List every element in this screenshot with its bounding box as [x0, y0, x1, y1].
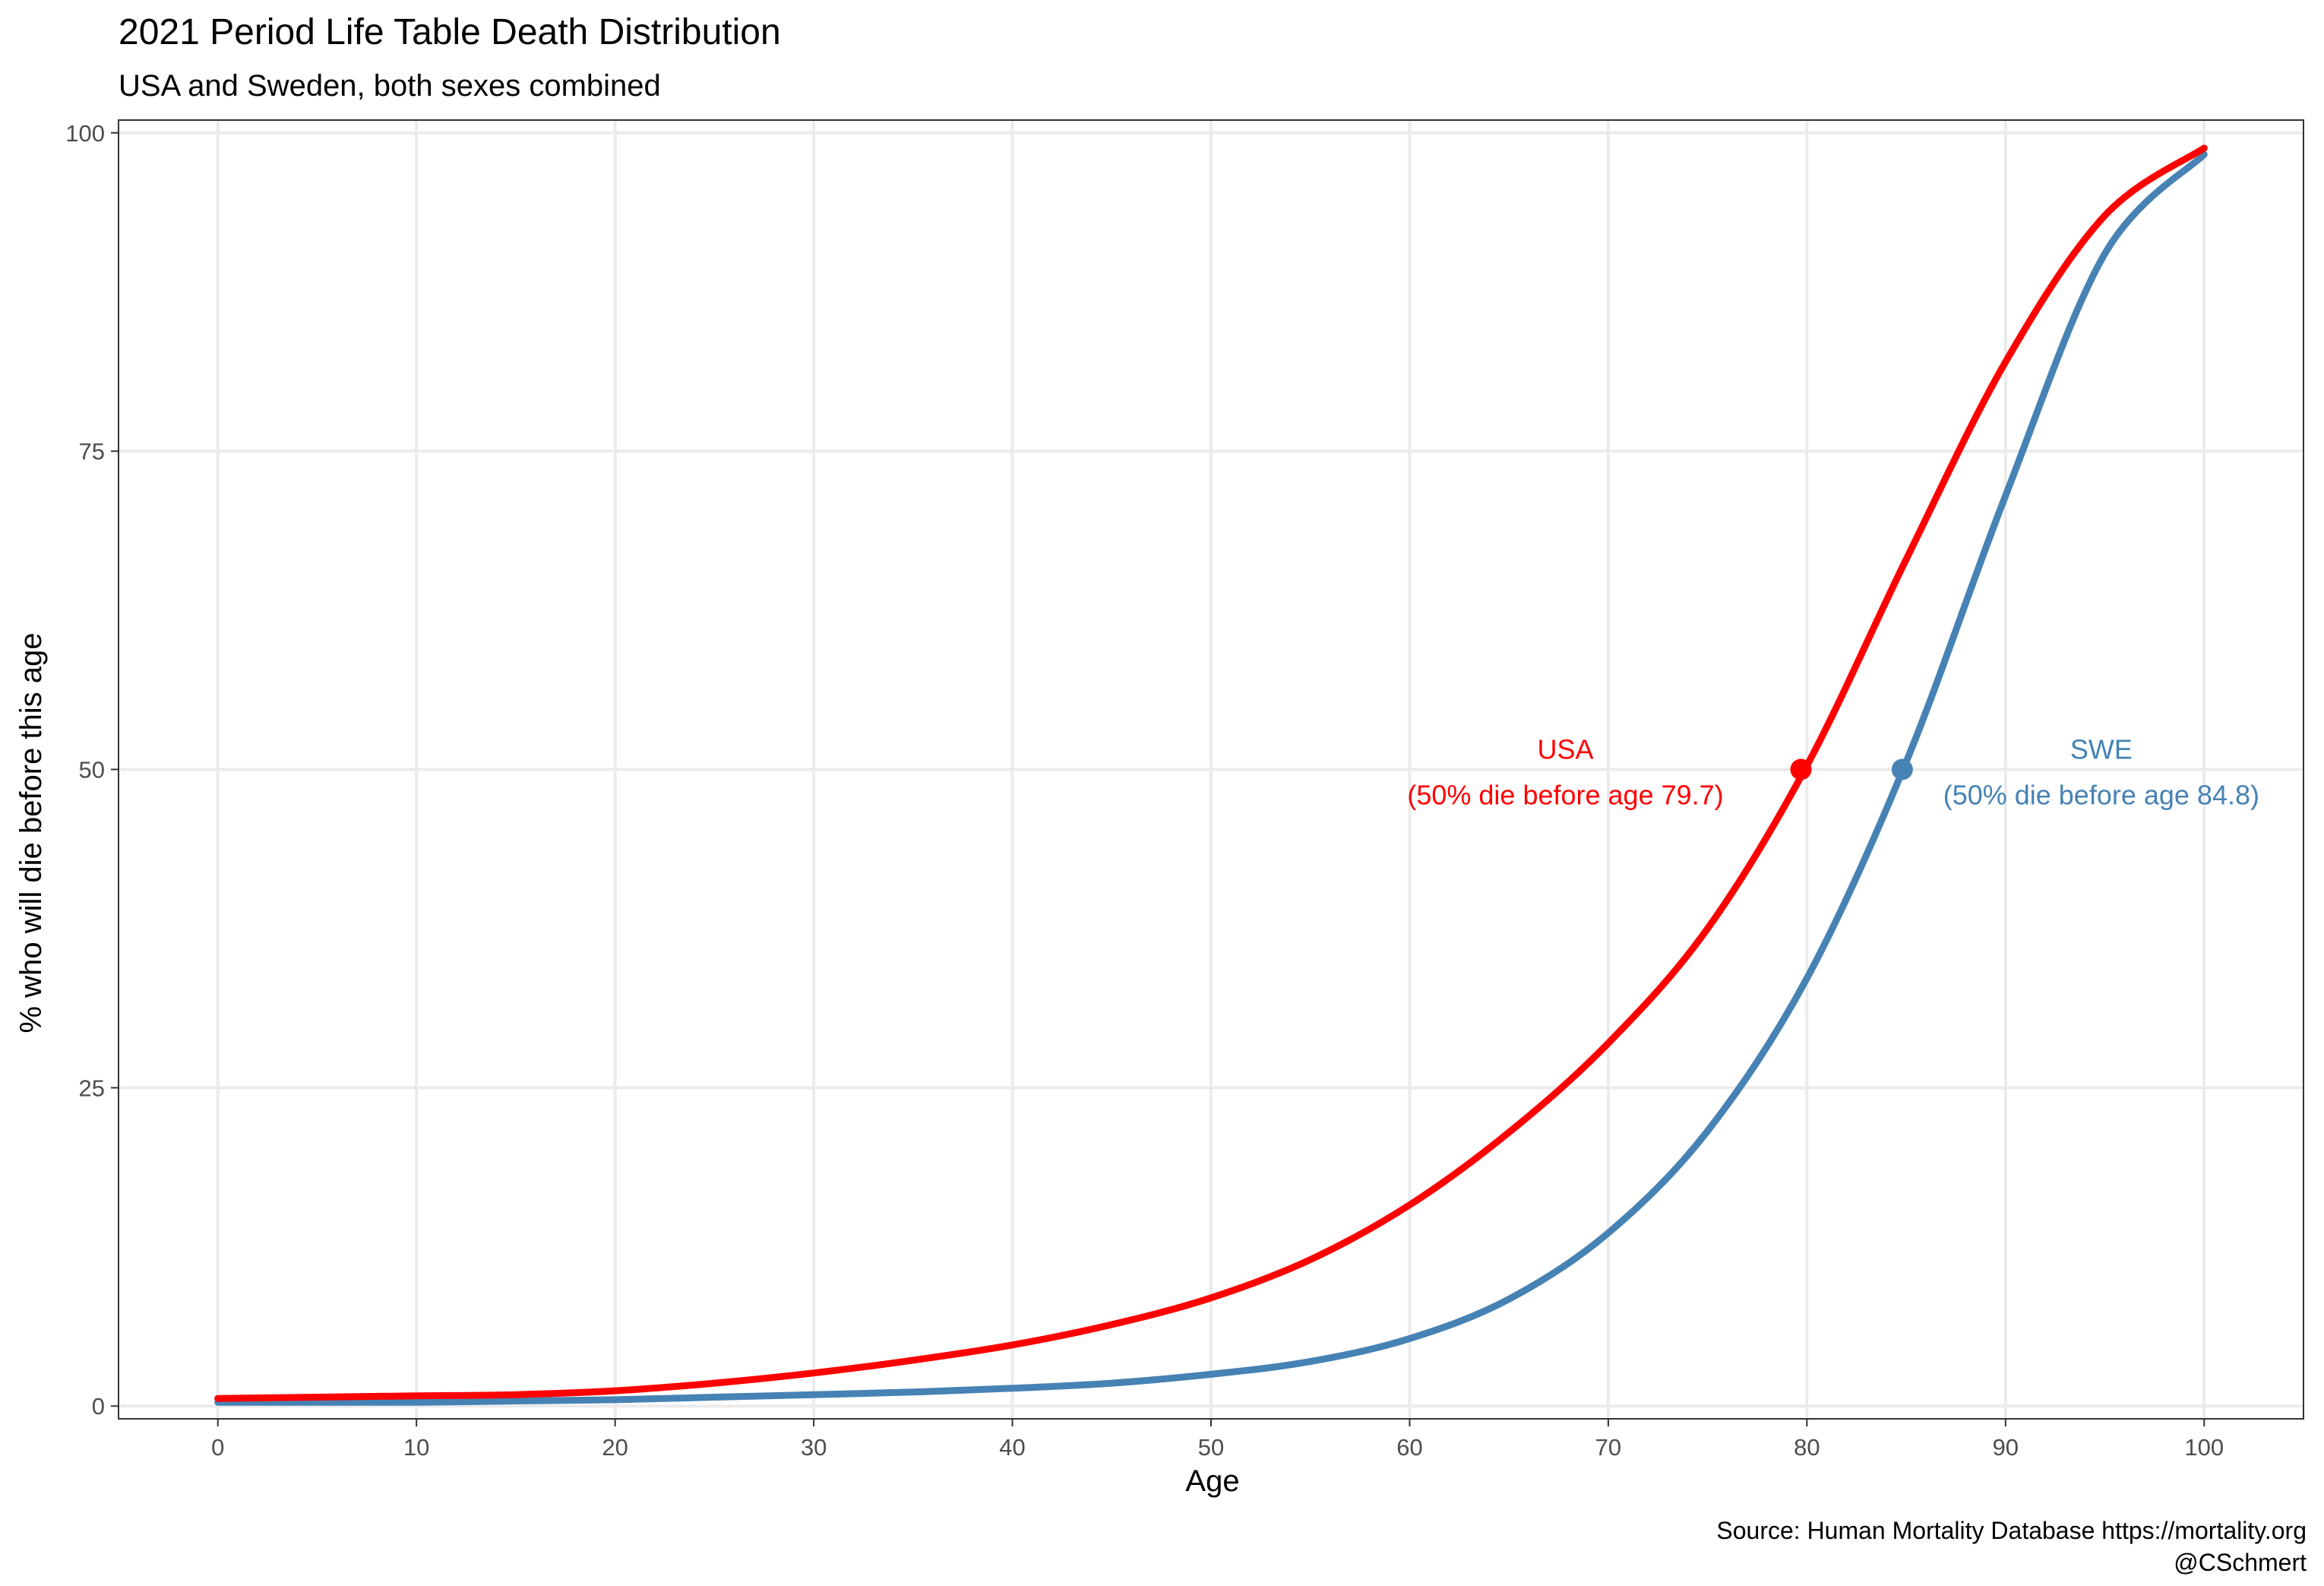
series-lines: [214, 144, 2208, 1406]
source-caption: Source: Human Mortality Database https:/…: [1716, 1517, 2307, 1544]
x-tick-label: 0: [211, 1434, 224, 1461]
y-tick-label: 25: [79, 1075, 105, 1101]
median-annotations: USA (50% die before age 79.7) SWE (50% die …: [1407, 734, 2259, 811]
x-tick-label: 70: [1595, 1434, 1621, 1461]
chart-subtitle: USA and Sweden, both sexes combined: [119, 69, 661, 103]
x-tick-label: 40: [999, 1434, 1025, 1461]
annotation-usa-name: USA: [1538, 734, 1594, 765]
y-tick-label: 0: [92, 1393, 105, 1420]
x-tick-label: 50: [1198, 1434, 1224, 1461]
chart-title: 2021 Period Life Table Death Distributio…: [119, 12, 781, 52]
y-tick-label: 100: [65, 120, 105, 147]
annotation-usa-median: (50% die before age 79.7): [1407, 780, 1723, 811]
x-tick-label: 80: [1794, 1434, 1820, 1461]
x-tick-label: 60: [1396, 1434, 1422, 1461]
x-tick-label: 10: [403, 1434, 429, 1461]
median-point-swe: [1891, 758, 1913, 780]
series-line-swe: [214, 150, 2208, 1406]
annotation-swe-median: (50% die before age 84.8): [1943, 780, 2259, 811]
author-caption: @CSchmert: [2174, 1549, 2307, 1576]
x-tick-label: 30: [801, 1434, 827, 1461]
series-line-usa: [214, 144, 2208, 1402]
median-markers: [1790, 758, 1913, 780]
x-axis: 0 10 20 30 40 50 60 70 80 90 100: [211, 1419, 2224, 1461]
y-axis: 0 25 50 75 100: [65, 120, 119, 1420]
annotation-swe-name: SWE: [2070, 734, 2133, 765]
x-axis-title: Age: [1185, 1464, 1239, 1498]
y-tick-label: 75: [79, 438, 105, 465]
median-point-usa: [1790, 758, 1812, 780]
x-tick-label: 90: [1993, 1434, 2019, 1461]
x-tick-label: 20: [602, 1434, 628, 1461]
y-tick-label: 50: [79, 757, 105, 784]
y-axis-title: % who will die before this age: [14, 633, 48, 1034]
x-tick-label: 100: [2184, 1434, 2224, 1461]
grid-lines: [119, 120, 2303, 1419]
